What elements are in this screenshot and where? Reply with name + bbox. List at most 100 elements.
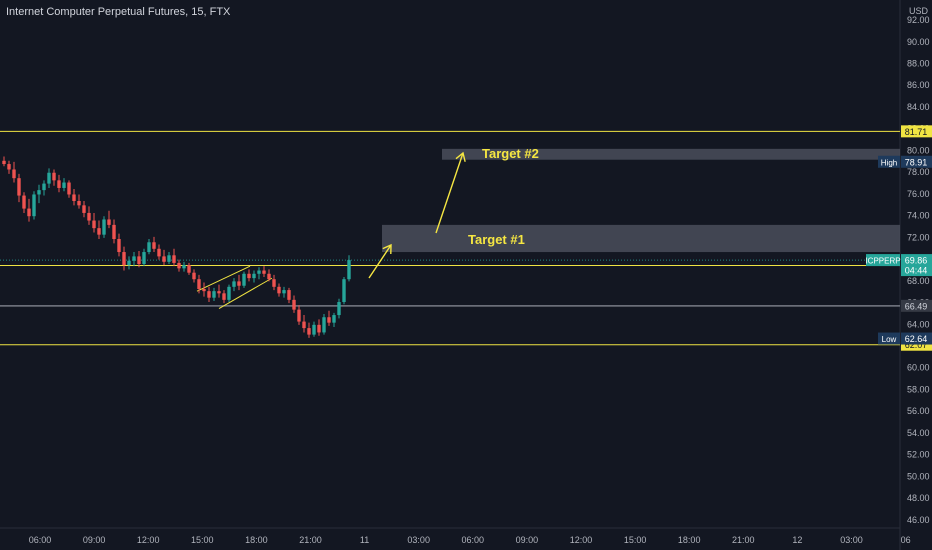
level-tag [901, 299, 932, 312]
candle-body [187, 265, 191, 273]
candle-body [302, 321, 306, 329]
candle-body [267, 273, 271, 280]
y-tick-label: 78.00 [907, 167, 930, 177]
candle-body [32, 194, 36, 217]
candle-body [27, 208, 31, 217]
x-tick-label: 21:00 [732, 535, 755, 545]
arrow-to-target-2-head [455, 151, 466, 162]
candle-body [2, 160, 6, 165]
y-tick-label: 56.00 [907, 406, 930, 416]
candle-body [77, 200, 81, 206]
candle-body [132, 256, 136, 261]
price-tag-value: 62.64 [905, 334, 928, 344]
candle-body [242, 273, 246, 286]
channel-upper [196, 265, 251, 292]
x-tick-label: 06:00 [29, 535, 52, 545]
candle-body [307, 328, 311, 335]
candle-body [57, 180, 61, 188]
candle-body [207, 291, 211, 298]
candle-body [37, 190, 41, 195]
candle-body [337, 302, 341, 316]
candle-body [197, 279, 201, 289]
candle-body [62, 182, 66, 188]
channel-lower [218, 277, 273, 309]
candle-body [142, 252, 146, 264]
price-tag-bg [901, 332, 932, 345]
candle-body [292, 299, 296, 310]
candle-body [237, 281, 241, 286]
arrow-to-target-1-head [382, 243, 392, 255]
candle-body [97, 228, 101, 235]
candle-body [22, 195, 26, 209]
y-tick-label: 58.00 [907, 384, 930, 394]
candle-body [232, 281, 236, 287]
arrow-to-target-1 [368, 244, 392, 279]
target-1-label: Target #1 [468, 232, 525, 247]
x-tick-label: 18:00 [245, 535, 268, 545]
candle-body [47, 172, 51, 184]
candle-body [202, 288, 206, 292]
y-tick-label: 92.00 [907, 15, 930, 25]
candle-body [252, 273, 256, 279]
current-price-tag-bg [901, 254, 932, 277]
candle-body [272, 279, 276, 287]
candle-body [287, 290, 291, 300]
price-tag-bg [901, 155, 932, 168]
countdown-value: 04:44 [905, 266, 928, 276]
candle-body [107, 219, 111, 225]
candle-body [152, 242, 156, 249]
level-tag-text: 66.49 [905, 301, 928, 311]
y-tick-label: 88.00 [907, 59, 930, 69]
candle-body [222, 293, 226, 300]
candle-body [192, 272, 196, 280]
y-tick-label: 68.00 [907, 276, 930, 286]
candle-body [147, 242, 151, 253]
candle-body [167, 255, 171, 262]
candle-body [257, 270, 261, 274]
y-tick-label: 72.00 [907, 232, 930, 242]
candle-body [157, 248, 161, 257]
x-tick-label: 03:00 [407, 535, 430, 545]
candle-body [312, 324, 316, 335]
x-tick-label: 06 [901, 535, 911, 545]
y-tick-label: 86.00 [907, 80, 930, 90]
x-tick-label: 12 [792, 535, 802, 545]
y-tick-label: 80.00 [907, 145, 930, 155]
target-zone [442, 148, 900, 160]
candle-body [137, 256, 141, 264]
y-tick-label: 50.00 [907, 471, 930, 481]
candle-body [182, 265, 186, 269]
candle-body [122, 252, 126, 266]
y-tick-label: 74.00 [907, 211, 930, 221]
x-tick-label: 12:00 [570, 535, 593, 545]
candle-body [282, 290, 286, 294]
x-tick-label: 18:00 [678, 535, 701, 545]
candle-body [162, 256, 166, 262]
candle-body [7, 164, 11, 170]
x-tick-label: 11 [360, 535, 369, 545]
x-tick-label: 12:00 [137, 535, 160, 545]
y-tick-label: 60.00 [907, 363, 930, 373]
candle-body [177, 262, 181, 269]
x-tick-label: 15:00 [624, 535, 647, 545]
x-tick-label: 09:00 [516, 535, 539, 545]
candle-body [87, 212, 91, 221]
candle-body [172, 255, 176, 263]
candle-body [347, 260, 351, 280]
price-tag-name: Low [882, 335, 897, 344]
candle-body [67, 182, 71, 195]
candle-body [82, 205, 86, 213]
candle-body [72, 194, 76, 201]
candle-body [117, 239, 121, 253]
candle-body [297, 309, 301, 322]
chart-title: Internet Computer Perpetual Futures, 15,… [6, 6, 231, 18]
candle-body [327, 317, 331, 323]
y-tick-label: 84.00 [907, 102, 930, 112]
y-tick-label: 48.00 [907, 493, 930, 503]
candle-body [262, 270, 266, 274]
x-tick-label: 15:00 [191, 535, 214, 545]
y-tick-label: 64.00 [907, 319, 930, 329]
candle-body [12, 169, 16, 179]
candle-body [42, 183, 46, 191]
